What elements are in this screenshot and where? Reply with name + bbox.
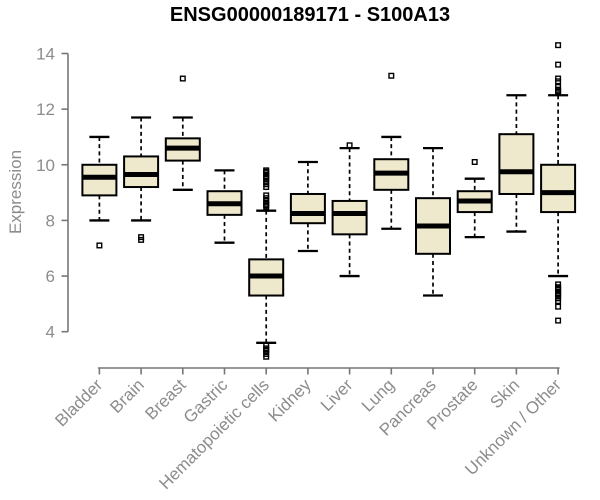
x-tick-label-skin: Skin — [486, 375, 523, 412]
outlier-point — [555, 83, 562, 90]
outlier-point — [555, 42, 562, 49]
iqr-box — [498, 133, 535, 195]
box-brain — [123, 116, 160, 243]
box-unknown-other — [540, 42, 577, 324]
outlier-point — [555, 75, 562, 82]
outlier-point — [263, 167, 270, 174]
iqr-box — [289, 192, 326, 225]
outlier-point — [471, 158, 478, 165]
outlier-point — [179, 75, 186, 82]
y-tick-label: 4 — [46, 323, 55, 342]
box-liver — [331, 142, 368, 278]
y-tick-label: 12 — [36, 100, 55, 119]
x-tick-label-bladder: Bladder — [51, 375, 106, 430]
outlier-point — [555, 61, 562, 68]
iqr-box — [123, 155, 160, 189]
y-tick-label: 10 — [36, 156, 55, 175]
outlier-point — [263, 353, 270, 360]
box-hematopoietic-cells — [248, 167, 285, 360]
outlier-point — [96, 242, 103, 249]
box-gastric — [206, 169, 243, 244]
outlier-point — [555, 298, 562, 305]
outlier-point — [555, 317, 562, 324]
y-tick-label: 6 — [46, 267, 55, 286]
x-tick-label-liver: Liver — [317, 375, 357, 415]
iqr-box — [331, 199, 368, 236]
chart-title: ENSG00000189171 - S100A13 — [170, 4, 450, 26]
x-tick-label-kidney: Kidney — [265, 375, 316, 426]
y-tick-label: 8 — [46, 211, 55, 230]
box-lung — [373, 72, 410, 230]
y-tick-label: 14 — [36, 45, 55, 64]
outlier-point — [555, 303, 562, 310]
box-kidney — [289, 160, 326, 253]
iqr-box — [81, 163, 118, 197]
box-skin — [498, 94, 535, 233]
outlier-point — [263, 192, 270, 199]
outlier-point — [138, 234, 145, 241]
box-prostate — [456, 158, 493, 239]
boxplot-series — [81, 42, 577, 360]
iqr-box — [540, 163, 577, 214]
box-breast — [164, 75, 201, 191]
y-axis-label: Expression — [6, 150, 25, 234]
outlier-point — [388, 72, 395, 79]
y-axis: 14 12 10 8 6 4 — [36, 45, 69, 342]
box-bladder — [81, 135, 118, 249]
outlier-point — [346, 142, 353, 149]
box-pancreas — [415, 146, 451, 297]
